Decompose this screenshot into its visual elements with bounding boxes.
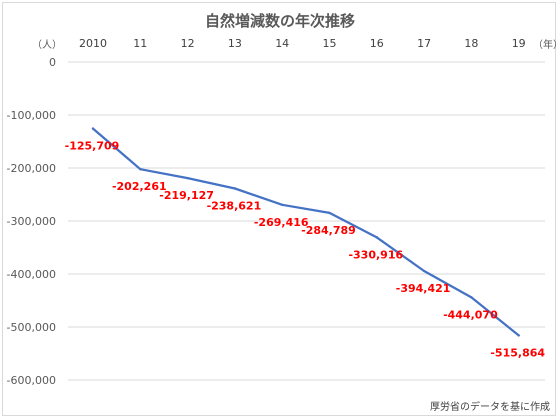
data-label: -269,416 <box>254 216 309 229</box>
x-tick-label: 19 <box>512 37 526 50</box>
data-point <box>375 236 378 239</box>
data-label: -284,789 <box>301 224 356 237</box>
data-label: -238,621 <box>207 199 262 212</box>
x-tick-label: 15 <box>323 37 337 50</box>
data-label: -125,709 <box>65 140 120 153</box>
data-point <box>139 167 142 171</box>
data-label: -394,421 <box>396 282 451 295</box>
data-point <box>281 203 284 206</box>
x-tick-label: 2010 <box>79 37 107 50</box>
series-line <box>91 127 520 337</box>
data-label: -444,070 <box>443 308 498 321</box>
y-tick-label: -200,000 <box>7 162 56 175</box>
source-note: 厚労省のデータを基に作成 <box>430 402 550 413</box>
data-point <box>470 296 473 299</box>
data-point <box>91 127 95 130</box>
x-tick-label: 14 <box>275 37 289 50</box>
y-unit-label: （人） <box>32 40 62 51</box>
chart-frame <box>2 2 556 416</box>
x-tick-label: 12 <box>181 37 195 50</box>
y-tick-label: -100,000 <box>7 109 56 122</box>
data-point <box>186 176 189 180</box>
data-point <box>422 269 426 273</box>
data-label: -515,864 <box>490 346 545 359</box>
data-label: -330,916 <box>348 248 403 261</box>
y-tick-label: 0 <box>49 56 56 69</box>
x-tick-label: 13 <box>228 37 242 50</box>
y-tick-label: -300,000 <box>7 215 56 228</box>
x-tick-label: 11 <box>133 37 147 50</box>
data-point <box>233 187 237 190</box>
data-label: -219,127 <box>159 189 214 202</box>
data-point <box>517 334 520 337</box>
data-label: -202,261 <box>112 180 167 193</box>
x-tick-label: 16 <box>370 37 384 50</box>
x-tick-label: 18 <box>464 37 478 50</box>
y-tick-label: -500,000 <box>7 321 56 334</box>
x-unit-label: （年） <box>533 40 560 51</box>
chart-title: 自然増減数の年次推移 <box>204 12 355 30</box>
y-tick-label: -600,000 <box>7 374 56 387</box>
x-tick-label: 17 <box>417 37 431 50</box>
y-tick-label: -400,000 <box>7 268 56 281</box>
data-point <box>328 211 331 215</box>
